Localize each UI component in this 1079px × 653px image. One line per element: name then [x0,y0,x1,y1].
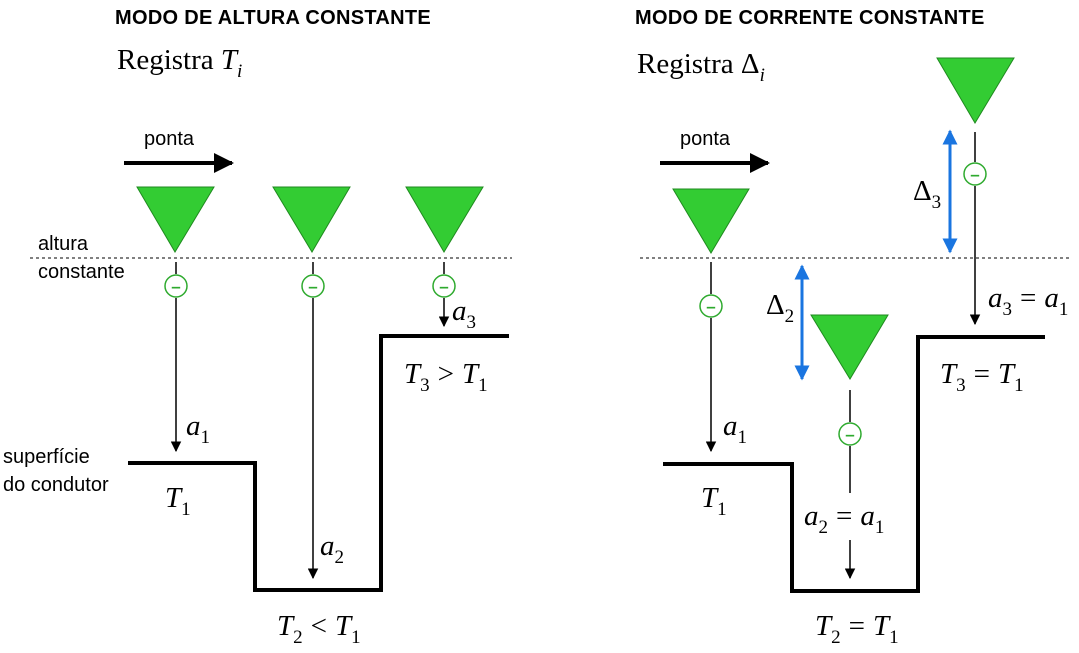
svg-text:–: – [308,277,317,296]
svg-text:–: – [970,165,979,184]
left-a2-label: a2 [320,530,344,568]
svg-text:–: – [439,277,448,296]
right-a2-label: a2 = a1 [804,500,884,538]
left-electron-2-icon: – [301,274,325,298]
right-electron-2-icon: – [838,422,862,446]
left-t1-label: T1 [165,482,191,520]
surface-label-line1: superfície [3,446,90,468]
right-electron-1-icon: – [699,294,723,318]
left-t3-label: T3 > T1 [404,358,488,396]
right-title: MODO DE CORRENTE CONSTANTE [635,7,985,29]
left-surface-profile [128,334,509,592]
svg-text:–: – [845,425,854,444]
right-panel: MODO DE CORRENTE CONSTANTE Registra Δi p… [635,7,1072,648]
left-tip-label: ponta [144,128,195,150]
left-t2-label: T2 < T1 [277,610,361,648]
left-panel: MODO DE ALTURA CONSTANTE Registra Ti pon… [3,7,512,648]
right-t1-label: T1 [701,482,727,520]
left-register-label: Registra Ti [117,44,242,82]
svg-text:–: – [706,297,715,316]
right-t3-label: T3 = T1 [940,358,1024,396]
right-a3-label: a3 = a1 [988,282,1068,320]
right-delta3-label: Δ3 [913,175,941,213]
right-tip-label: ponta [680,128,731,150]
height-label-line1: altura [38,233,89,255]
left-tip-3-icon [405,186,484,253]
right-register-label: Registra Δi [637,48,765,86]
surface-label-line2: do condutor [3,474,109,496]
right-electron-3-icon: – [963,162,987,186]
right-surface-profile [663,335,1045,593]
svg-text:–: – [171,277,180,296]
right-tip-2-icon [810,314,889,380]
left-title: MODO DE ALTURA CONSTANTE [115,7,431,29]
right-t2-label: T2 = T1 [815,610,899,648]
right-a1-label: a1 [723,410,747,448]
left-a1-label: a1 [186,410,210,448]
left-electron-1-icon: – [164,274,188,298]
left-electron-3-icon: – [432,274,456,298]
left-tip-1-icon [136,186,215,253]
left-a3-label: a3 [452,295,476,333]
height-label-line2: constante [38,261,125,283]
right-tip-3-icon [936,57,1015,124]
right-delta2-label: Δ2 [766,289,794,327]
left-tip-2-icon [272,186,351,253]
right-tip-1-icon [672,188,750,254]
